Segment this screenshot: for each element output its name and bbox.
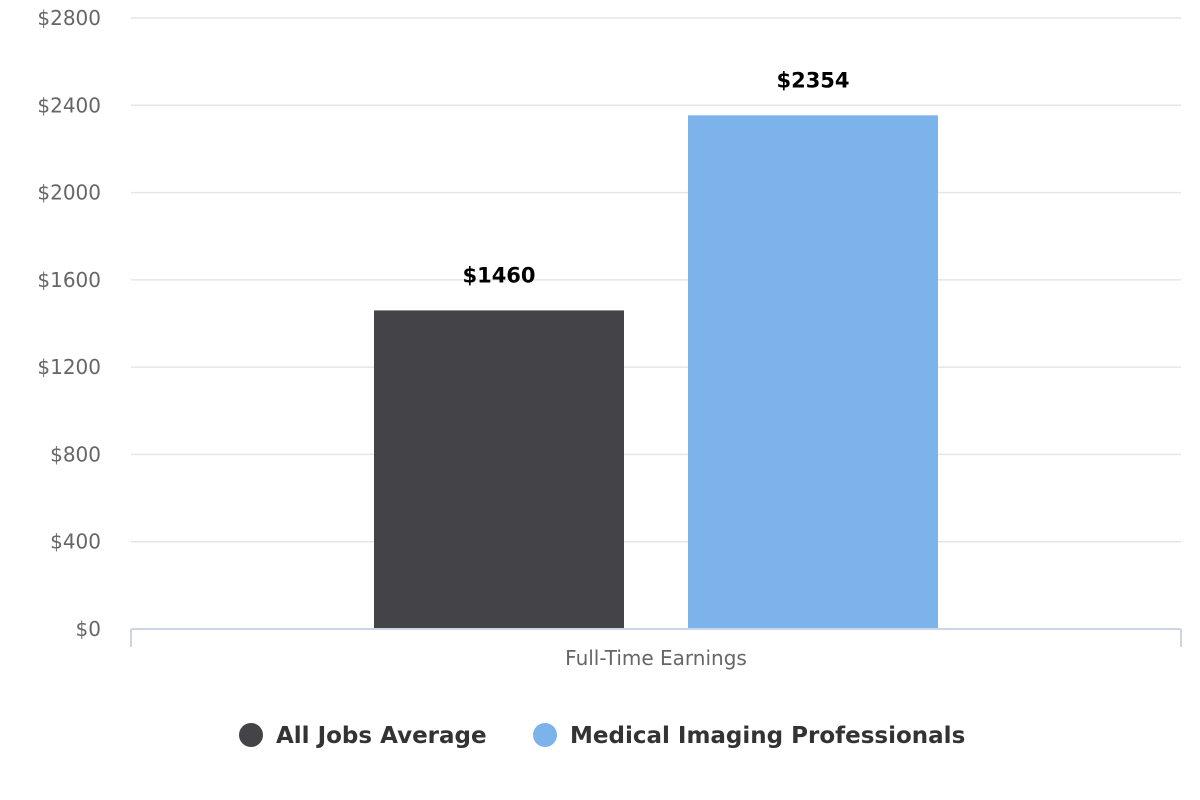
data-label: $1460 [462, 263, 535, 287]
legend-label: Medical Imaging Professionals [570, 723, 965, 749]
y-axis-tick-labels: $0 $400 $800 $1200 $1600 $2000 $2400 $2800 [37, 6, 101, 641]
y-tick-label: $1600 [37, 268, 101, 292]
y-tick-label: $800 [50, 442, 101, 466]
legend-item-all-jobs-average[interactable]: All Jobs Average [239, 723, 487, 749]
legend-marker-icon [239, 723, 263, 747]
grid-lines [131, 17, 1181, 543]
x-axis [130, 628, 1182, 647]
legend: All Jobs Average Medical Imaging Professi… [239, 723, 965, 749]
bars [374, 115, 938, 630]
y-tick-label: $400 [50, 530, 101, 554]
bar-medical-imaging-professionals [688, 115, 938, 630]
data-label: $2354 [776, 68, 849, 92]
y-tick-label: $1200 [37, 355, 101, 379]
x-category-label: Full-Time Earnings [565, 646, 747, 670]
legend-label: All Jobs Average [276, 723, 487, 749]
bar-all-jobs-average [374, 310, 624, 629]
y-tick-label: $2000 [37, 181, 101, 205]
legend-marker-icon [533, 723, 557, 747]
legend-item-medical-imaging-professionals[interactable]: Medical Imaging Professionals [533, 723, 965, 749]
y-tick-label: $0 [76, 617, 101, 641]
data-labels: $1460 $2354 [462, 68, 849, 287]
x-axis-category-labels: Full-Time Earnings [565, 646, 747, 670]
y-tick-label: $2800 [37, 6, 101, 30]
y-tick-label: $2400 [37, 93, 101, 117]
